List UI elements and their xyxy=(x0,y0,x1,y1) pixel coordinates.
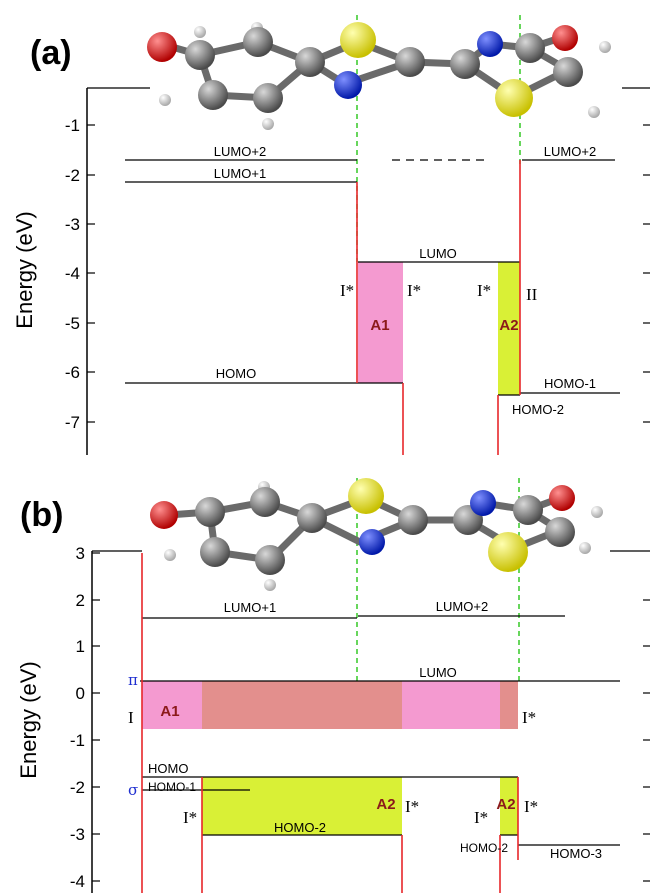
panel-a-interface-mark: I* xyxy=(477,281,491,300)
panel-b-level-label: LUMO xyxy=(419,665,457,680)
panel-b-region-overlap-right xyxy=(500,681,518,729)
panel-b-region-a1-right xyxy=(402,681,500,729)
panel-a-interface-mark: II xyxy=(526,285,538,304)
panel-b-orbital-mark: σ xyxy=(128,781,138,799)
panel-a-level-label: HOMO-1 xyxy=(544,376,596,391)
panel-b-level-label: LUMO+2 xyxy=(436,599,488,614)
panel-a-level-label: LUMO xyxy=(419,246,457,261)
panel-a-level-label: HOMO-2 xyxy=(512,402,564,417)
panel-b-region-label: A2 xyxy=(376,796,395,813)
panel-a-interface-lines xyxy=(356,160,521,455)
panel-a-y-tick: -4 xyxy=(65,264,80,283)
panel-b-y-tick: -4 xyxy=(70,872,85,891)
panel-a: (a) -1 -2 -3 -4 -5 -6 -7 Energy xyxy=(12,15,650,455)
panel-a-y-tick: -6 xyxy=(65,363,80,382)
panel-b-orbital-mark: π xyxy=(128,671,138,689)
panel-b-region-overlap xyxy=(202,681,402,729)
panel-a-region-a1 xyxy=(358,262,403,383)
panel-b-label: (b) xyxy=(20,496,63,534)
panel-b-interface-mark: I xyxy=(128,708,134,727)
panel-b-y-tick: 3 xyxy=(76,544,85,563)
panel-b-y-tick-labels: 3 2 1 0 -1 -2 -3 -4 xyxy=(70,544,85,891)
panel-a-left-ticks xyxy=(87,124,95,423)
panel-a-right-ticks xyxy=(643,124,650,423)
panel-b-region-a1 xyxy=(142,681,202,729)
panel-b-region-label: A1 xyxy=(160,703,179,720)
panel-b-level-label: HOMO-2 xyxy=(460,841,508,855)
panel-a-y-tick: -5 xyxy=(65,314,80,333)
panel-b-y-tick: -1 xyxy=(70,731,85,750)
panel-b-region-a2-right xyxy=(500,777,518,835)
panel-b-level-label: HOMO-2 xyxy=(274,820,326,835)
panel-b-molecule xyxy=(150,478,603,591)
panel-a-interface-mark: I* xyxy=(340,281,354,300)
panel-b-region-a2 xyxy=(202,777,402,835)
panel-b: (b) 3 2 1 0 -1 -2 -3 xyxy=(16,478,650,893)
panel-a-y-tick: -3 xyxy=(65,215,80,234)
panel-b-level-label: HOMO xyxy=(148,761,188,776)
panel-b-interface-mark: I* xyxy=(524,797,538,816)
panel-b-interface-mark: I* xyxy=(474,808,488,827)
panel-a-level-label: LUMO+2 xyxy=(214,144,266,159)
panel-a-level-label: LUMO+1 xyxy=(214,166,266,181)
panel-a-label: (a) xyxy=(30,34,72,72)
panel-a-region-label: A1 xyxy=(370,317,389,334)
panel-a-y-tick: -7 xyxy=(65,413,80,432)
panel-b-interface-lines xyxy=(141,553,519,893)
panel-b-level-label: HOMO-3 xyxy=(550,846,602,861)
panel-a-region-a2 xyxy=(498,262,520,395)
panel-b-y-tick: 0 xyxy=(76,684,85,703)
panel-b-region-label: A2 xyxy=(496,796,515,813)
panel-a-interface-mark: I* xyxy=(407,281,421,300)
panel-b-y-tick: -3 xyxy=(70,825,85,844)
panel-a-y-tick: -1 xyxy=(65,116,80,135)
panel-a-level-label: LUMO+2 xyxy=(544,144,596,159)
panel-a-molecule xyxy=(147,22,611,130)
panel-a-y-tick-labels: -1 -2 -3 -4 -5 -6 -7 xyxy=(65,116,80,432)
panel-b-level-lines xyxy=(140,615,620,846)
panel-b-right-ticks xyxy=(643,599,650,882)
panel-a-y-tick: -2 xyxy=(65,166,80,185)
panel-b-level-label: HOMO-1 xyxy=(148,780,196,794)
panel-a-region-label: A2 xyxy=(499,317,518,334)
panel-b-interface-mark: I* xyxy=(522,708,536,727)
panel-a-y-axis-title: Energy (eV) xyxy=(12,211,37,328)
panel-b-y-tick: -2 xyxy=(70,778,85,797)
panel-b-interface-mark: I* xyxy=(405,797,419,816)
panel-a-level-label: HOMO xyxy=(216,366,256,381)
panel-b-interface-mark: I* xyxy=(183,808,197,827)
panel-b-y-axis-title: Energy (eV) xyxy=(16,661,41,778)
panel-b-y-tick: 1 xyxy=(76,637,85,656)
panel-b-level-label: LUMO+1 xyxy=(224,600,276,615)
panel-b-left-ticks xyxy=(92,552,100,882)
panel-b-y-tick: 2 xyxy=(76,591,85,610)
